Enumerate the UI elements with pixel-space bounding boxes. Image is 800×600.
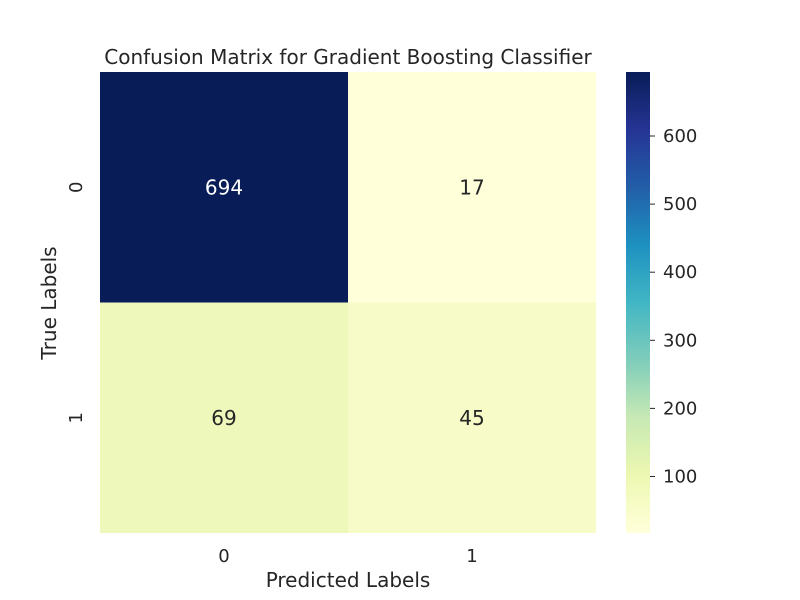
- x-axis-label: Predicted Labels: [266, 568, 431, 592]
- colorbar-tick-label: 200: [663, 398, 697, 419]
- heatmap-cells: [100, 72, 596, 533]
- x-tick-label: 1: [466, 546, 477, 567]
- cell-annotations: 694 17 69 45: [205, 175, 485, 430]
- colorbar: [626, 72, 650, 533]
- colorbar-tick-label: 500: [663, 194, 697, 215]
- cell-annotation-r0-c0: 694: [205, 175, 243, 199]
- y-axis-label: True Labels: [37, 246, 61, 360]
- colorbar-tick-label: 400: [663, 262, 697, 283]
- colorbar-tick-label: 100: [663, 466, 697, 487]
- y-tick-label: 1: [66, 412, 87, 423]
- chart-title: Confusion Matrix for Gradient Boosting C…: [104, 45, 592, 69]
- cell-annotation-r1-c1: 45: [459, 406, 484, 430]
- heatmap-cell-r0-c1: [348, 72, 596, 303]
- cell-annotation-r1-c0: 69: [211, 406, 236, 430]
- colorbar-tick-label: 300: [663, 330, 697, 351]
- x-tick-label: 0: [218, 546, 229, 567]
- cell-annotation-r0-c1: 17: [459, 175, 484, 199]
- heatmap-cell-r1-c1: [348, 302, 596, 533]
- heatmap-cell-r0-c0: [100, 72, 348, 303]
- y-tick-label: 0: [66, 182, 87, 193]
- colorbar-tick-label: 600: [663, 126, 697, 147]
- heatmap-cell-r1-c0: [100, 302, 348, 533]
- y-tick-labels: 01: [66, 182, 87, 424]
- colorbar-ticks: 100 200 300 400 500 600: [650, 126, 697, 487]
